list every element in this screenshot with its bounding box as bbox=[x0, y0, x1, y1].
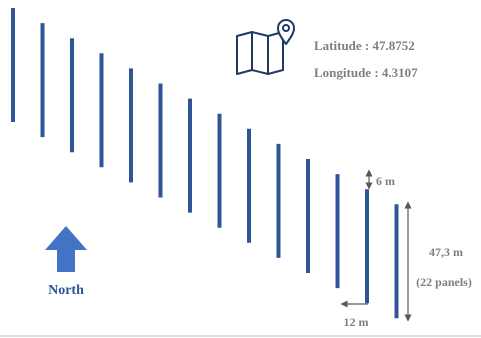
north-label: North bbox=[48, 283, 84, 298]
map-pin-icon bbox=[236, 19, 295, 75]
row-length-label: 47,3 m bbox=[429, 245, 463, 259]
row-length-dimension: 47,3 m (22 panels) bbox=[404, 201, 472, 322]
panel-rows bbox=[11, 8, 399, 319]
latitude-label: Latitude : 47.8752 bbox=[314, 38, 415, 53]
north-arrow-icon bbox=[45, 226, 87, 272]
longitude-label: Longitude : 4.3107 bbox=[314, 65, 418, 80]
row-offset-dimension: 12 m bbox=[340, 300, 369, 329]
row-spacing-label: 6 m bbox=[376, 174, 395, 188]
row-panels-label: (22 panels) bbox=[416, 275, 472, 289]
row-spacing-dimension: 6 m bbox=[365, 169, 395, 190]
row-offset-label: 12 m bbox=[344, 315, 369, 329]
